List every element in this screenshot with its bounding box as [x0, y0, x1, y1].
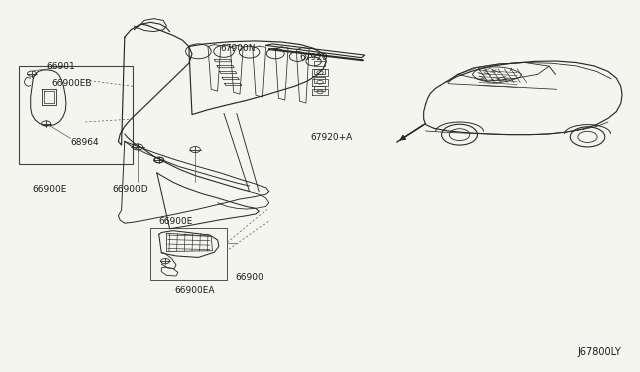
Bar — [314, 86, 325, 91]
Text: 67920+A: 67920+A — [310, 133, 353, 142]
Text: 66900E: 66900E — [32, 185, 67, 194]
Text: 66900EB: 66900EB — [51, 79, 92, 88]
Text: 66900E: 66900E — [158, 217, 193, 226]
Text: J67800LY: J67800LY — [577, 347, 621, 357]
Bar — [314, 61, 325, 66]
Text: 67900N: 67900N — [221, 44, 256, 53]
Text: 66900D: 66900D — [112, 185, 148, 194]
Bar — [19, 66, 133, 164]
Bar — [150, 228, 227, 280]
Bar — [314, 69, 325, 74]
Text: 66900EA: 66900EA — [175, 286, 215, 295]
Bar — [314, 77, 325, 83]
Text: 66901: 66901 — [46, 62, 75, 71]
Text: 67920: 67920 — [300, 53, 328, 62]
Text: 68964: 68964 — [70, 138, 99, 147]
Text: 66900: 66900 — [236, 273, 264, 282]
